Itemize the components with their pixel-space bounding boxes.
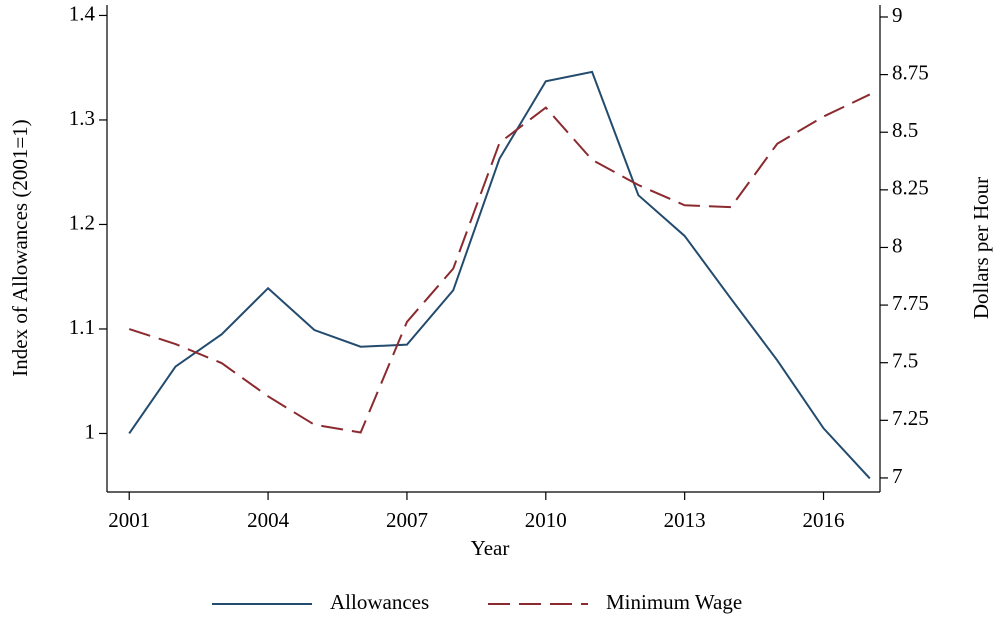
x-axis-label: Year (471, 536, 510, 560)
legend-label: Minimum Wage (606, 590, 742, 614)
y2-tick-label: 7.75 (892, 291, 929, 315)
y-tick-label: 1.1 (69, 315, 95, 339)
legend-label: Allowances (330, 590, 429, 614)
x-tick-label: 2013 (664, 508, 706, 532)
y2-tick-label: 8.75 (892, 60, 929, 84)
y2-tick-label: 7.5 (892, 349, 918, 373)
y-tick-label: 1.3 (69, 106, 95, 130)
x-tick-label: 2010 (525, 508, 567, 532)
y2-tick-label: 7 (892, 464, 903, 488)
x-tick-label: 2007 (386, 508, 428, 532)
x-tick-label: 2004 (247, 508, 290, 532)
y2-tick-label: 8 (892, 233, 903, 257)
y-tick-label: 1.4 (69, 1, 96, 25)
y2-axis-label: Dollars per Hour (969, 177, 993, 319)
x-tick-label: 2001 (108, 508, 150, 532)
x-tick-label: 2016 (803, 508, 845, 532)
y-tick-label: 1.2 (69, 210, 95, 234)
y2-tick-label: 8.25 (892, 176, 929, 200)
series-line (128, 93, 871, 434)
y-axis-label: Index of Allowances (2001=1) (8, 119, 32, 376)
y2-tick-label: 8.5 (892, 118, 918, 142)
y2-tick-label: 7.25 (892, 406, 929, 430)
series-line (128, 70, 871, 480)
y-tick-label: 1 (85, 419, 96, 443)
y2-tick-label: 9 (892, 3, 903, 27)
